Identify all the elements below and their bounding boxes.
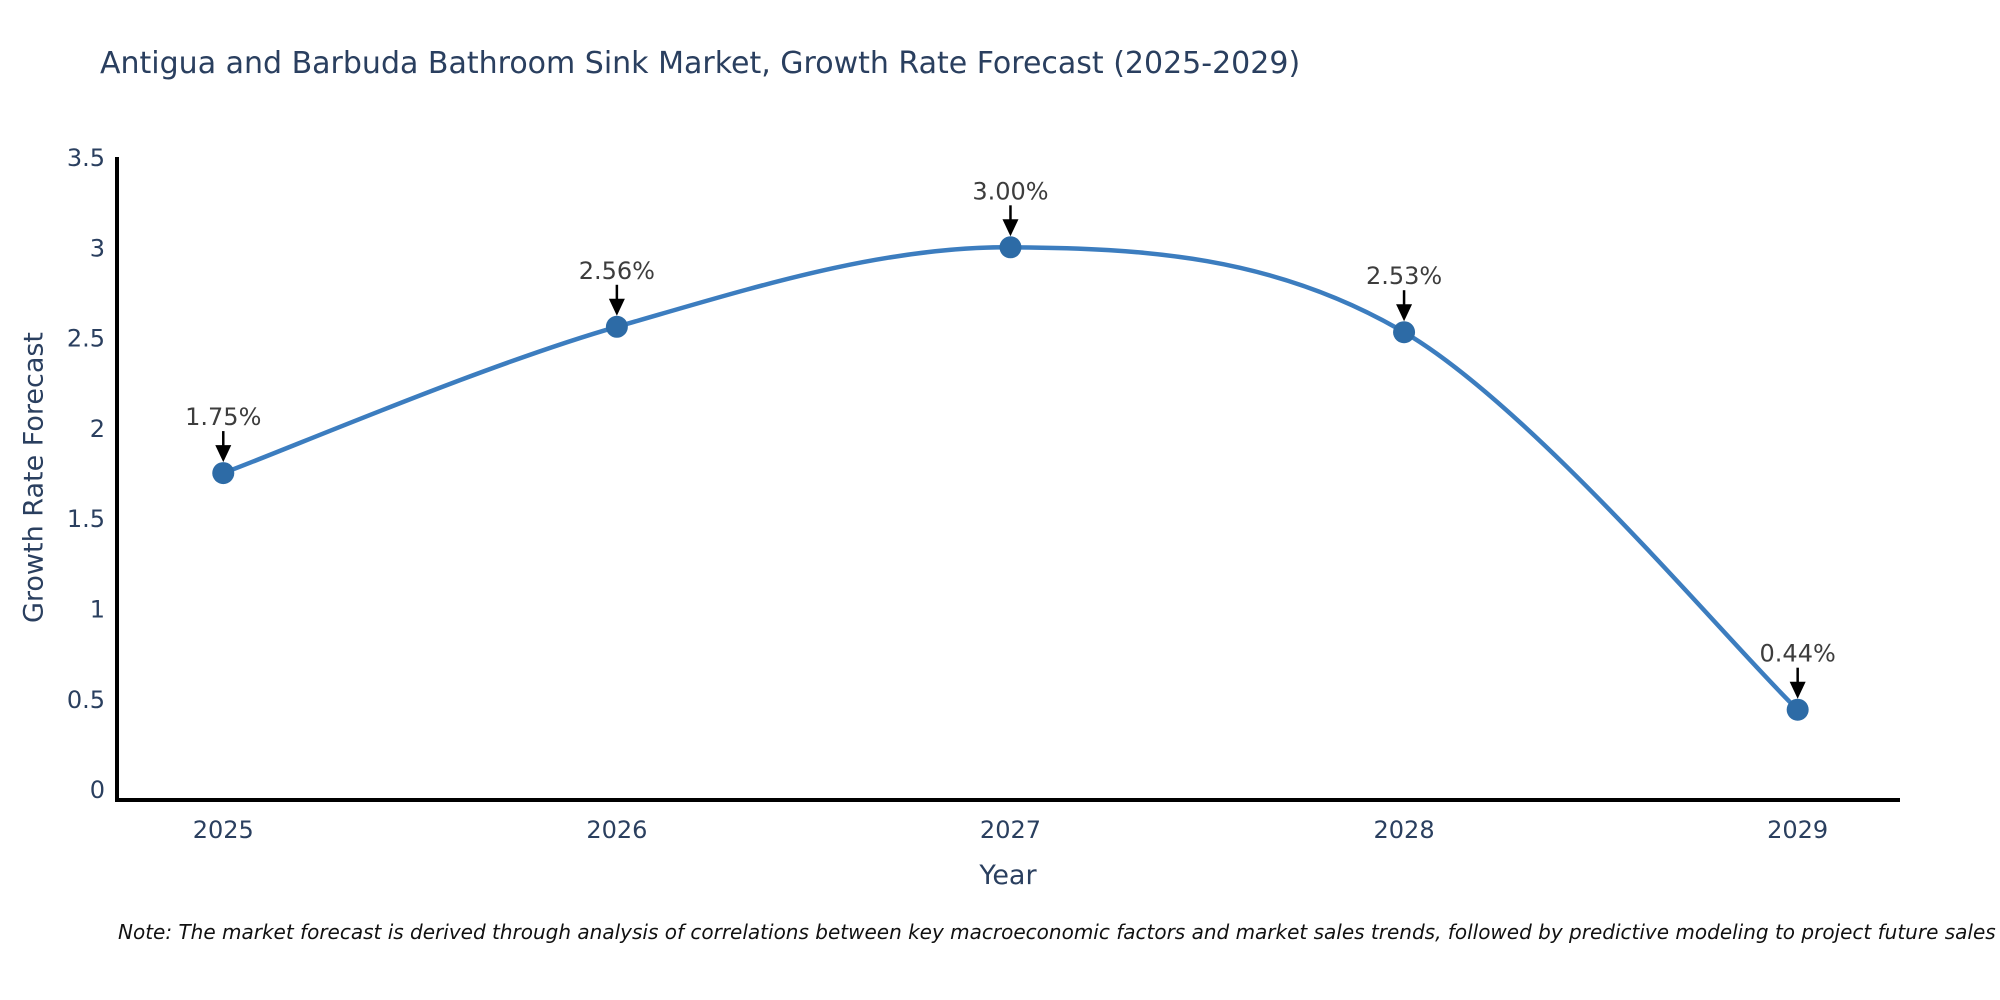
y-tick-label: 1 bbox=[90, 596, 105, 624]
forecast-line bbox=[221, 245, 1800, 712]
data-point-marker bbox=[999, 236, 1022, 259]
y-tick-label: 1.5 bbox=[67, 505, 105, 533]
annotation-arrow-head bbox=[215, 445, 232, 463]
annotation-arrow-head bbox=[608, 298, 625, 316]
x-axis-title: Year bbox=[979, 860, 1037, 891]
data-point-label: 2.53% bbox=[1366, 262, 1442, 290]
y-tick-label: 0.5 bbox=[67, 686, 105, 714]
y-tick-label: 3.5 bbox=[67, 144, 105, 172]
data-point-marker bbox=[212, 462, 235, 485]
annotation-arrow-head bbox=[1789, 681, 1806, 699]
data-point-label: 2.56% bbox=[579, 257, 655, 285]
y-tick-label: 2.5 bbox=[67, 325, 105, 353]
x-tick-label: 2026 bbox=[586, 816, 647, 844]
data-point-label: 3.00% bbox=[972, 177, 1048, 205]
annotation-arrow-head bbox=[1396, 304, 1413, 322]
annotation-arrow-head bbox=[1002, 219, 1019, 237]
data-point-marker bbox=[1786, 698, 1809, 721]
x-tick-label: 2027 bbox=[980, 816, 1041, 844]
footnote: Note: The market forecast is derived thr… bbox=[118, 920, 1996, 944]
y-tick-label: 3 bbox=[90, 234, 105, 262]
x-tick-label: 2028 bbox=[1374, 816, 1435, 844]
y-tick-label: 2 bbox=[90, 415, 105, 443]
x-tick-label: 2029 bbox=[1767, 816, 1828, 844]
x-tick-label: 2025 bbox=[193, 816, 254, 844]
data-point-marker bbox=[605, 315, 628, 338]
data-point-label: 1.75% bbox=[185, 403, 261, 431]
data-point-label: 0.44% bbox=[1760, 640, 1836, 668]
chart-title: Antigua and Barbuda Bathroom Sink Market… bbox=[100, 46, 1301, 81]
y-tick-label: 0 bbox=[90, 776, 105, 804]
data-point-marker bbox=[1393, 321, 1416, 344]
